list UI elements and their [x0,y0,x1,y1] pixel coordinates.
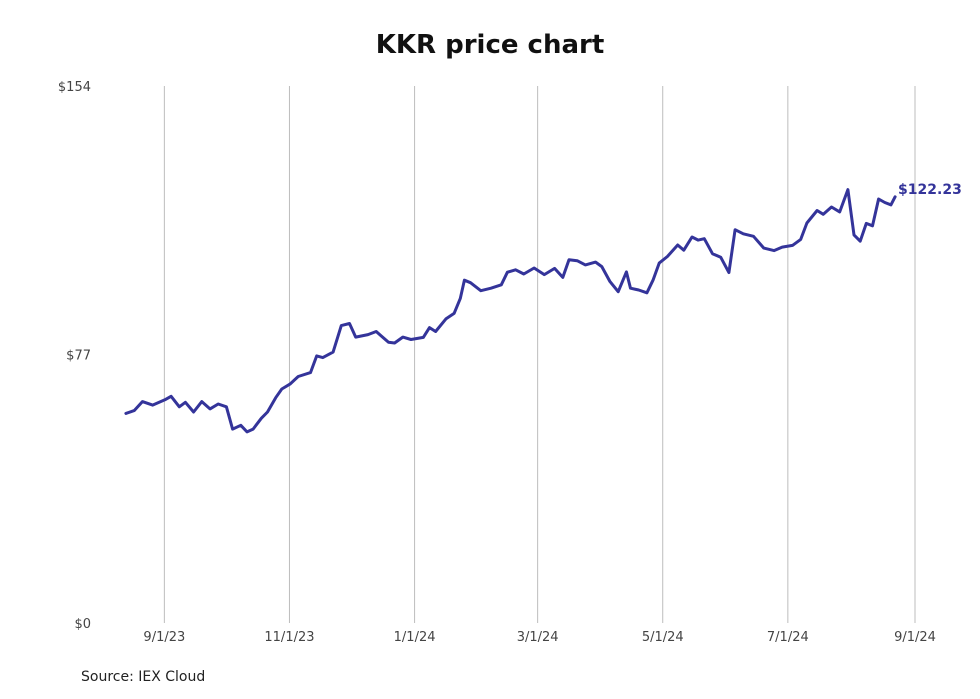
x-tick-label: 7/1/24 [767,630,809,645]
x-axis-ticks: 9/1/23 11/1/23 1/1/24 3/1/24 5/1/24 7/1/24 9/1… [143,630,935,645]
y-tick-label: $154 [58,80,91,95]
chart-title: KKR price chart [375,30,605,60]
x-tick-label: 9/1/23 [143,630,185,645]
x-tick-label: 11/1/23 [264,630,314,645]
source-note: Source: IEX Cloud [81,669,206,685]
y-tick-label: $77 [66,349,91,364]
grid-lines [163,86,916,623]
x-tick-label: 1/1/24 [394,630,436,645]
y-tick-label: $0 [74,617,91,632]
last-price-label: $122.23 [898,182,962,198]
y-axis-ticks: $0 $77 $154 [58,80,91,632]
price-line [124,188,897,434]
x-tick-label: 3/1/24 [517,630,559,645]
x-tick-label: 5/1/24 [642,630,684,645]
series-layer: $122.23 [124,182,962,434]
x-tick-label: 9/1/24 [894,630,936,645]
